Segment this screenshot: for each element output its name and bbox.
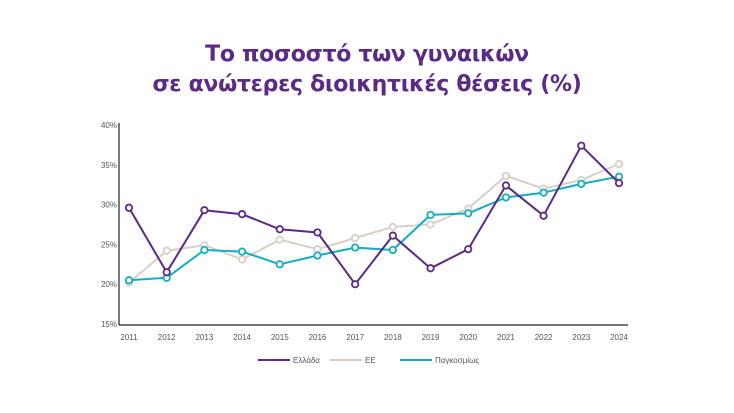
data-point-marker [577, 141, 586, 150]
data-point-marker [388, 231, 397, 240]
data-point-marker [426, 220, 435, 229]
legend-item: Ελλάδα [258, 356, 320, 365]
y-tick-label: 15% [101, 320, 117, 329]
legend-label: ΕΕ [365, 356, 376, 365]
chart-title-line2: σε ανώτερες διοικητικές θέσεις (%) [152, 72, 582, 97]
y-tick-label: 35% [101, 161, 117, 170]
data-point-marker [388, 222, 397, 231]
chart-title: Το ποσοστό των γυναικών σε ανώτερες διοι… [0, 40, 734, 100]
data-point-marker [501, 171, 511, 181]
chart-title-line1: Το ποσοστό των γυναικών [205, 42, 529, 67]
y-tick-label: 20% [101, 280, 117, 289]
x-tick-label: 2016 [309, 333, 327, 342]
x-tick-label: 2011 [120, 333, 138, 342]
x-tick-label: 2024 [610, 333, 628, 342]
data-point-marker [539, 211, 548, 220]
y-tick-label: 40% [101, 121, 117, 130]
data-point-marker [614, 179, 624, 188]
data-point-marker [351, 233, 360, 243]
data-point-marker [275, 225, 284, 234]
data-point-marker [275, 260, 284, 269]
x-tick-label: 2015 [271, 333, 289, 342]
series-global [124, 172, 624, 285]
data-point-marker [237, 247, 247, 256]
chart-axes: 15% 20% 25% 30% 35% 40% 2011 2012 2013 2014 2015 20… [101, 121, 628, 342]
data-point-marker [237, 255, 247, 264]
legend-item: Παγκοσμίως [400, 356, 479, 365]
x-tick-label: 2020 [459, 333, 477, 342]
chart-series [124, 141, 624, 289]
data-point-marker [313, 228, 322, 237]
data-point-marker [313, 245, 322, 254]
series-line [128, 163, 620, 284]
data-point-marker [237, 210, 247, 219]
data-point-marker [501, 181, 511, 190]
data-point-marker [162, 246, 171, 255]
series-line [128, 175, 620, 282]
x-tick-label: 2018 [384, 333, 402, 342]
data-point-marker [200, 206, 209, 215]
data-point-marker [351, 280, 360, 289]
legend-label: Παγκοσμίως [435, 356, 479, 365]
x-tick-label: 2013 [195, 333, 213, 342]
data-point-marker [200, 245, 209, 255]
series-eu [124, 159, 624, 287]
data-point-marker [124, 276, 134, 285]
data-point-marker [313, 251, 322, 260]
data-point-marker [577, 179, 586, 189]
x-tick-label: 2017 [346, 333, 364, 342]
y-tick-label: 30% [101, 201, 117, 210]
y-tick-label: 25% [101, 240, 117, 249]
data-point-marker [464, 209, 473, 218]
data-point-marker [426, 210, 435, 220]
series-greece [124, 141, 624, 289]
legend-label: Ελλάδα [293, 356, 320, 365]
data-point-marker [614, 172, 624, 181]
data-point-marker [351, 243, 360, 252]
legend-item: ΕΕ [330, 356, 376, 365]
data-point-marker [426, 264, 435, 273]
series-line [128, 144, 620, 286]
data-point-marker [162, 268, 171, 277]
chart-legend: Ελλάδα ΕΕ Παγκοσμίως [258, 356, 479, 365]
x-tick-label: 2012 [158, 333, 176, 342]
data-point-marker [614, 159, 624, 169]
data-point-marker [539, 188, 548, 197]
data-point-marker [275, 235, 284, 244]
x-tick-label: 2023 [572, 333, 590, 342]
data-point-marker [388, 245, 397, 255]
x-tick-label: 2019 [422, 333, 440, 342]
data-point-marker [464, 245, 473, 254]
x-tick-label: 2022 [535, 333, 553, 342]
data-point-marker [501, 193, 511, 202]
data-point-marker [124, 203, 134, 212]
x-tick-label: 2014 [233, 333, 251, 342]
x-tick-label: 2021 [497, 333, 515, 342]
